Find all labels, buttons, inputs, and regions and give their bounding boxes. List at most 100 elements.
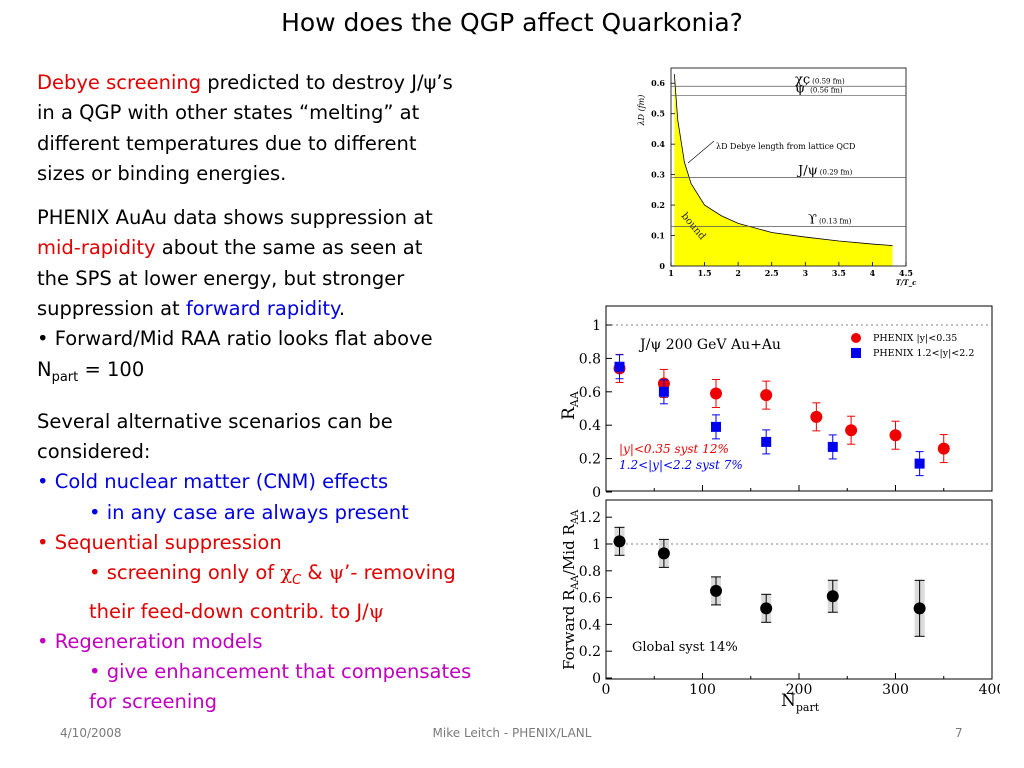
state-radius: (0.59 fm) xyxy=(812,77,845,85)
debye-screening-highlight: Debye screening xyxy=(37,71,202,94)
cnm-bullet: • Cold nuclear matter (CNM) effects xyxy=(37,470,389,494)
ratio-x-tick-label: 200 xyxy=(786,682,813,698)
chi-sub: C xyxy=(292,573,302,589)
state-label: ϒ (0.13 fm) xyxy=(808,212,852,227)
legend-marker xyxy=(851,348,861,358)
debye-x-label: T/T_c xyxy=(896,278,917,287)
debye-x-tick-label: 4 xyxy=(870,268,876,278)
state-name: ψ′ xyxy=(795,81,808,96)
raa-ylabel-main: R xyxy=(559,406,579,420)
para1-line4: sizes or binding energies. xyxy=(37,161,287,185)
syst-label: 1.2<|y|<2.2 syst 7% xyxy=(619,458,743,472)
debye-x-tick-label: 2 xyxy=(735,268,741,278)
sequential-sub-line2: their feed-down contrib. to J/ψ xyxy=(37,597,567,627)
raa-point-mid xyxy=(845,424,858,437)
ratio-point xyxy=(710,584,723,597)
mid-rapidity-highlight: mid-rapidity xyxy=(37,236,156,260)
raa-point-forward xyxy=(761,436,772,447)
bound-region xyxy=(674,74,893,266)
state-label: χc (0.59 fm) xyxy=(795,72,845,87)
state-label: J/ψ (0.29 fm) xyxy=(796,164,853,179)
ratio-ylabel-b: AA xyxy=(570,574,581,590)
raa-y-tick-label: 0.4 xyxy=(579,418,601,434)
chi-symbol: χ xyxy=(280,561,293,585)
ratio-y-tick-label: 0.4 xyxy=(579,617,601,633)
regeneration-bullet: • Regeneration models xyxy=(37,629,263,653)
npart-label-main: N xyxy=(781,691,796,711)
ratio-bullet: • Forward/Mid RAA ratio looks flat above xyxy=(37,327,433,351)
para1-line1-rest: predicted to destroy J/ψ’s xyxy=(201,71,453,94)
debye-length-chart: 0 0.1 0.2 0.3 0.4 0.5 0.6 1 1.5 2 2.5 3 3.5 4 4.5T/T_c… xyxy=(637,67,917,287)
debye-y-label: λD (fm) xyxy=(637,95,646,127)
ratio-y-tick-label: 0.8 xyxy=(579,564,601,580)
raa-point-forward xyxy=(614,361,625,372)
ratio-y-tick-label: 0.2 xyxy=(579,644,601,660)
curve-label: λD Debye length from lattice QCD xyxy=(716,142,855,151)
footer-date: 4/10/2008 xyxy=(60,726,122,740)
sequential-bullet: • Sequential suppression xyxy=(37,531,282,555)
npart-label-sub: part xyxy=(796,701,820,714)
slide-title: How does the QGP affect Quarkonia? xyxy=(281,8,743,37)
npart-sub: part xyxy=(51,369,79,385)
ratio-x-tick-label: 100 xyxy=(689,682,716,698)
debye-x-tick-label: 2.5 xyxy=(765,268,779,278)
curve-pointer xyxy=(687,140,715,164)
debye-y-tick-label: 0.5 xyxy=(651,109,665,119)
legend-label: PHENIX |y|<0.35 xyxy=(873,333,957,344)
raa-point-mid xyxy=(889,429,902,442)
raa-y-tick-label: 0 xyxy=(592,485,601,501)
raa-y-tick-label: 0.6 xyxy=(579,385,601,401)
raa-y-tick-label: 0.8 xyxy=(579,351,601,367)
para1-line3: different temperatures due to different xyxy=(37,131,417,155)
regeneration-sub-line1: • give enhancement that compensates xyxy=(89,660,472,684)
ratio-y-label: Forward RAA/Mid RAA xyxy=(560,509,581,670)
raa-point-forward xyxy=(711,421,722,432)
raa-point-forward xyxy=(914,458,925,469)
raa-point-forward xyxy=(658,386,669,397)
debye-y-tick-label: 0.1 xyxy=(651,231,665,241)
debye-y-tick-label: 0.2 xyxy=(651,200,665,210)
ratio-ylabel-d: AA xyxy=(570,509,581,525)
cnm-sub-bullet: • in any case are always present xyxy=(89,500,409,524)
ratio-x-tick-label: 0 xyxy=(602,682,611,698)
para2-line3: the SPS at lower energy, but stronger xyxy=(37,266,405,290)
npart-n: N xyxy=(37,357,52,381)
debye-x-tick-label: 4.5 xyxy=(899,268,913,278)
raa-chart: 0 100 200 300 400 0 0.2 0.4 0.6 0.8 1 0 0.2 0.4 0.6 0.8… xyxy=(559,305,1000,714)
sequential-sub-line1: • screening only of χC & ψ’- removing xyxy=(37,558,567,596)
para3-line2: considered: xyxy=(37,440,151,464)
raa-point-mid xyxy=(710,387,723,400)
ratio-ylabel-c: /Mid R xyxy=(560,524,578,576)
ratio-y-tick-label: 0 xyxy=(592,671,601,687)
ratio-annotation: Global syst 14% xyxy=(632,640,738,655)
ratio-y-tick-label: 0.6 xyxy=(579,591,601,607)
raa-point-forward xyxy=(827,441,838,452)
raa-y-tick-label: 0.2 xyxy=(579,452,601,468)
debye-curve xyxy=(673,74,893,246)
slide-body: Debye screening predicted to destroy J/ψ… xyxy=(37,68,567,718)
para2-line1: PHENIX AuAu data shows suppression at xyxy=(37,206,433,230)
ratio-point xyxy=(657,547,670,560)
footer-page-number: 7 xyxy=(955,726,963,740)
psi-symbol-2: ψ xyxy=(368,599,384,623)
psi-symbol: ψ xyxy=(328,561,345,585)
para2-line4: suppression at forward rapidity. xyxy=(37,294,567,324)
para2-line2: mid-rapidity about the same as seen at xyxy=(37,233,567,263)
seq-sub1-pre: • screening only of xyxy=(89,561,281,585)
state-radius: (0.29 fm) xyxy=(820,169,853,177)
state-name: χc xyxy=(795,72,810,87)
debye-x-tick-label: 3 xyxy=(802,268,808,278)
state-radius: (0.56 fm) xyxy=(810,86,843,94)
raa-y-tick-label: 1 xyxy=(592,318,601,334)
ratio-y-tick-label: 1.2 xyxy=(579,510,601,526)
legend-marker xyxy=(851,333,861,343)
ratio-x-tick-label: 300 xyxy=(882,682,909,698)
seq-sub2-pre: their feed-down contrib. to J/ xyxy=(89,599,369,623)
debye-y-tick-label: 0.3 xyxy=(651,170,665,180)
raa-point-mid xyxy=(760,389,773,402)
debye-x-tick-label: 1.5 xyxy=(698,268,712,278)
footer-author: Mike Leitch - PHENIX/LANL xyxy=(432,726,592,740)
para1-line2: in a QGP with other states “melting” at xyxy=(37,101,420,125)
legend-label: PHENIX 1.2<|y|<2.2 xyxy=(873,348,974,359)
para2-line2-rest: about the same as seen at xyxy=(155,236,423,260)
